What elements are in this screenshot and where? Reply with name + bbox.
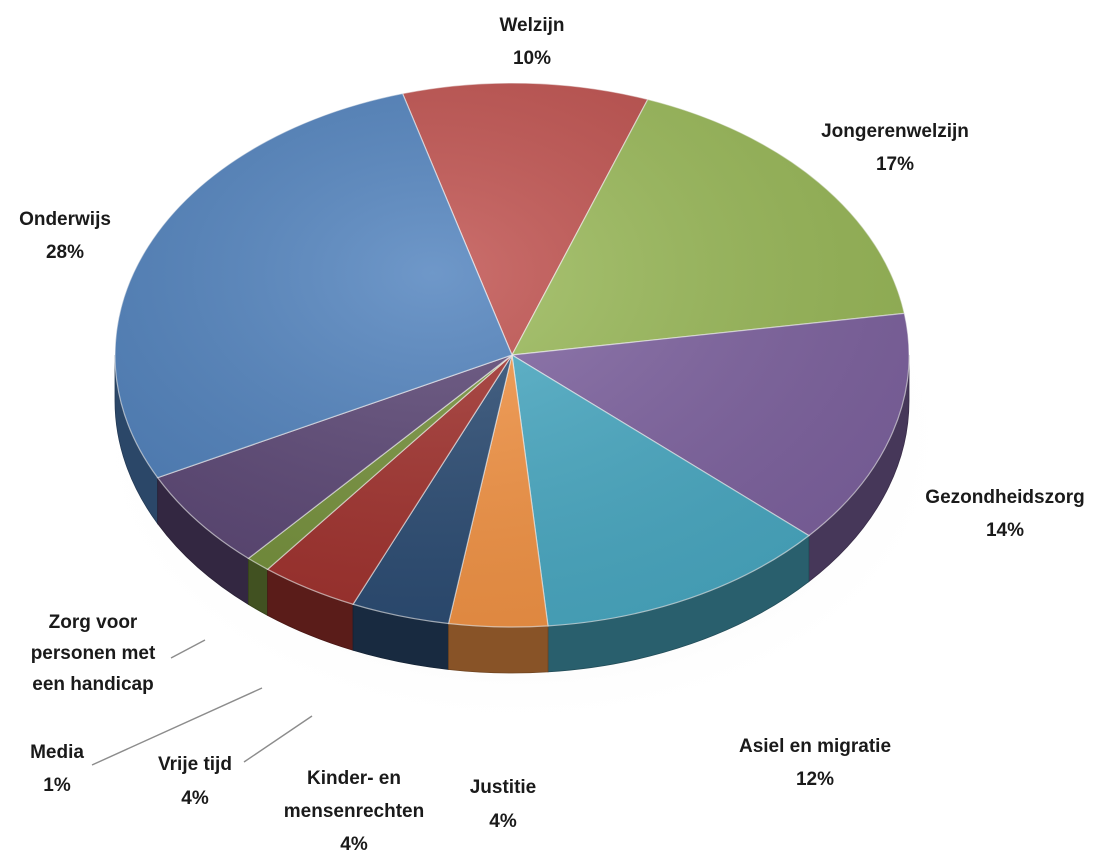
label-name-kinder-en-mensenrechten-1: mensenrechten [284,801,424,822]
label-name-jongerenwelzijn: Jongerenwelzijn [821,121,969,142]
leader-line-media [91,687,263,766]
label-name-onderwijs: Onderwijs [19,209,111,230]
label-name-media: Media [30,742,84,763]
label-name-zorg-voor-personen-met-een-handicap-1: personen met [31,643,156,664]
label-zorg-voor-personen-met-een-handicap: Zorg voor personen met een handicap [31,612,156,695]
label-kinder-en-mensenrechten: Kinder- en mensenrechten 4% [284,768,424,855]
label-name-vrije-tijd: Vrije tijd [158,754,232,775]
label-media: Media 1% [30,742,84,796]
label-justitie: Justitie 4% [470,777,537,832]
label-value-onderwijs: 28% [46,242,84,263]
label-name-kinder-en-mensenrechten: Kinder- en [307,768,401,789]
label-name-welzijn: Welzijn [499,15,564,36]
label-asiel-en-migratie: Asiel en migratie 12% [739,736,891,790]
pie-gloss [115,83,909,627]
pie-top [114,82,910,628]
label-name-zorg-voor-personen-met-een-handicap: Zorg voor [49,612,138,633]
label-value-justitie: 4% [489,811,517,832]
label-name-justitie: Justitie [470,777,537,798]
label-value-asiel-en-migratie: 12% [796,769,834,790]
label-welzijn: Welzijn 10% [499,15,564,69]
label-gezondheidszorg: Gezondheidszorg 14% [925,487,1084,541]
pie-side-justitie [448,623,549,674]
label-vrije-tijd: Vrije tijd 4% [158,754,232,809]
data-labels: Welzijn 10% Jongerenwelzijn 17% Gezondheidsz… [19,15,1085,855]
label-value-media: 1% [43,775,71,796]
label-name-zorg-voor-personen-met-een-handicap-2: een handicap [32,674,153,695]
label-name-gezondheidszorg: Gezondheidszorg [925,487,1084,508]
label-value-welzijn: 10% [513,48,551,69]
label-jongerenwelzijn: Jongerenwelzijn 17% [821,121,969,175]
label-value-gezondheidszorg: 14% [986,520,1024,541]
label-value-vrije-tijd: 4% [181,788,209,809]
leader-line-vrije-tijd [243,715,313,763]
label-value-jongerenwelzijn: 17% [876,154,914,175]
label-name-asiel-en-migratie: Asiel en migratie [739,736,891,757]
label-value-kinder-en-mensenrechten: 4% [340,834,368,855]
label-onderwijs: Onderwijs 28% [19,209,111,263]
leader-line-zorg-voor-personen-met-een-handicap [170,639,206,659]
